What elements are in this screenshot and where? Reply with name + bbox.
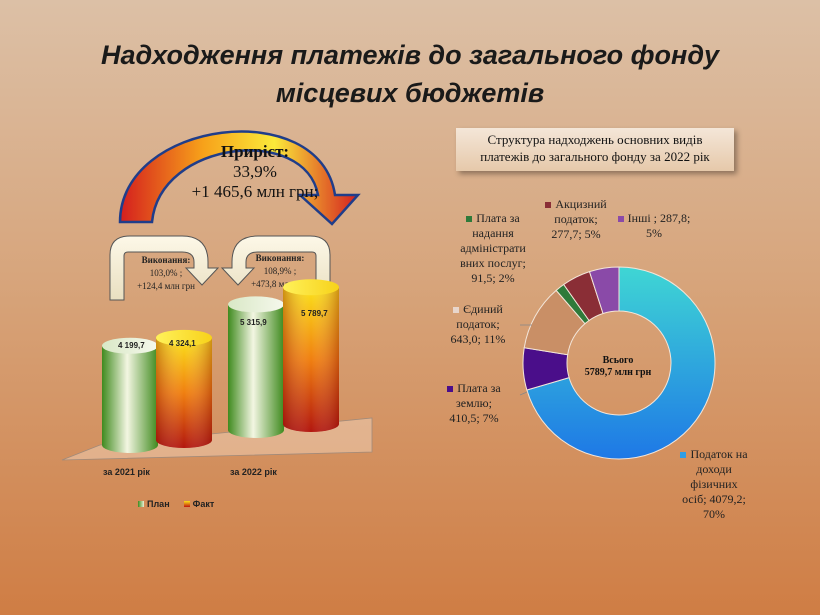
pie-slice-other	[588, 266, 620, 315]
bar-plan-0	[102, 345, 158, 453]
legend-item-fact: Факт	[183, 499, 215, 509]
leader-line-land	[519, 391, 528, 396]
bar-fact-1-top	[283, 279, 339, 296]
execution-2022: Виконання: 108,9% ; +473,8 млн грн	[232, 252, 328, 291]
pie-label-other: Інші ; 287,8; 5%	[614, 211, 694, 241]
pie-label-other-l2: 5%	[646, 226, 662, 240]
pie-label-single-tax: Єдиний податок; 643,0; 11%	[436, 302, 520, 347]
pie-label-income-tax-l5: 70%	[703, 507, 725, 521]
bar-value-plan-2021: 4 199,7	[118, 341, 145, 350]
execution-2021-label: Виконання:	[141, 255, 191, 265]
growth-label: Приріст:	[220, 142, 290, 161]
pie-label-excise-l1: Акцизний	[555, 197, 607, 211]
legend-label-plan: План	[147, 499, 170, 509]
execution-2022-label: Виконання:	[255, 253, 305, 263]
pie-label-admin-fees: Плата за надання адміністрати вних послу…	[450, 211, 536, 286]
legend-swatch-fact	[183, 501, 190, 507]
bar-fact-0-top	[156, 329, 212, 346]
growth-percent: 33,9%	[233, 162, 277, 181]
bar-plan-0-top	[102, 337, 158, 354]
execution-2021-percent: 103,0% ;	[149, 268, 183, 278]
bar-fact-1-shade	[283, 287, 339, 432]
pie-label-admin-fees-l3: адміністрати	[460, 241, 526, 255]
pie-bullet-land	[447, 386, 454, 393]
pie-label-admin-fees-l2: надання	[472, 226, 514, 240]
bar-value-fact-2022: 5 789,7	[301, 309, 328, 318]
bar-plan-1-top	[228, 296, 284, 313]
pie-label-admin-fees-l1: Плата за	[476, 211, 520, 225]
pie-bullet-admin-fees	[466, 216, 473, 223]
execution-2021-amount: +124,4 млн грн	[137, 281, 195, 291]
pie-bullet-other	[617, 216, 624, 223]
pie-label-land-l2: землю;	[456, 396, 492, 410]
pie-label-income-tax-l1: Податок на	[690, 447, 748, 461]
pie-title-line1: Структура надходжень основних видів	[487, 132, 703, 147]
pie-label-excise: Акцизний податок; 277,7; 5%	[540, 197, 612, 242]
pie-chart-title: Структура надходжень основних видів плат…	[456, 128, 734, 171]
pie-center-line1: Всього	[602, 355, 634, 366]
pie-label-single-tax-l3: 643,0; 11%	[450, 332, 506, 346]
legend-item-plan: План	[138, 499, 170, 509]
pie-title-line2: платежів до загального фонду за 2022 рік	[480, 149, 710, 164]
execution-arrow-right	[220, 235, 331, 301]
growth-amount: +1 465,6 млн грн;	[191, 182, 319, 201]
pie-label-admin-fees-l5: 91,5; 2%	[471, 271, 515, 285]
pie-center-label: Всього 5789,7 млн грн	[568, 355, 668, 379]
page-title-line2: місцевих бюджетів	[275, 78, 545, 108]
pie-label-excise-l3: 277,7; 5%	[551, 227, 601, 241]
bar-legend: План Факт	[138, 499, 214, 509]
execution-2022-percent: 108,9% ;	[263, 266, 297, 276]
execution-2022-amount: +473,8 млн грн	[251, 279, 309, 289]
bar-value-plan-2022: 5 315,9	[240, 318, 267, 327]
pie-slice-income-tax	[526, 266, 716, 460]
pie-center-line2: 5789,7 млн грн	[584, 367, 652, 378]
legend-label-fact: Факт	[192, 499, 215, 509]
pie-label-income-tax-l3: фізичних	[690, 477, 738, 491]
pie-label-admin-fees-l4: вних послуг;	[460, 256, 526, 270]
pie-label-income-tax-l2: доходи	[696, 462, 732, 476]
pie-bullet-single-tax	[453, 307, 460, 314]
pie-label-other-l1: Інші ; 287,8;	[627, 211, 691, 225]
pie-bullet-income-tax	[680, 452, 687, 459]
growth-block: Приріст: 33,9% +1 465,6 млн грн;	[160, 142, 350, 202]
pie-bullet-excise	[545, 202, 552, 209]
pie-label-single-tax-l1: Єдиний	[463, 302, 503, 316]
bar-category-2022: за 2022 рік	[230, 467, 277, 477]
bar-fact-0-shade	[156, 337, 212, 448]
bar-value-fact-2021: 4 324,1	[169, 339, 196, 348]
bar-category-2021: за 2021 рік	[103, 467, 150, 477]
execution-arrow-left	[109, 235, 220, 301]
page-title: Надходження платежів до загального фонду…	[0, 36, 820, 112]
pie-label-excise-l2: податок;	[554, 212, 598, 226]
execution-2021: Виконання: 103,0% ; +124,4 млн грн	[118, 254, 214, 293]
legend-swatch-plan	[138, 501, 144, 507]
pie-label-income-tax: Податок на доходи фізичних осіб; 4079,2;…	[668, 447, 760, 522]
pie-label-single-tax-l2: податок;	[456, 317, 500, 331]
pie-label-land-l3: 410,5; 7%	[449, 411, 499, 425]
page-title-line1: Надходження платежів до загального фонду	[100, 40, 720, 70]
bar-plan-1	[228, 304, 284, 438]
pie-label-land-l1: Плата за	[457, 381, 501, 395]
pie-label-land: Плата за землю; 410,5; 7%	[432, 381, 516, 426]
pie-label-income-tax-l4: осіб; 4079,2;	[682, 492, 746, 506]
